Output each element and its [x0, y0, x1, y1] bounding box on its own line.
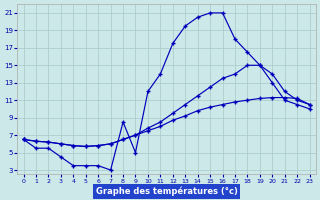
- X-axis label: Graphe des températures (°c): Graphe des températures (°c): [96, 186, 237, 196]
